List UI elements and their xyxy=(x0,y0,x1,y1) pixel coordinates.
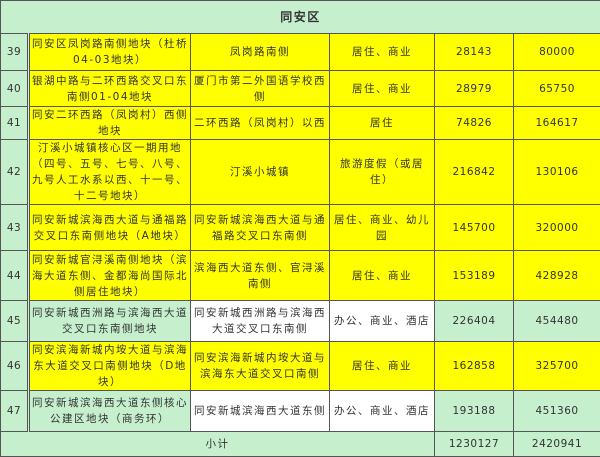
cell-area: 193188 xyxy=(435,391,514,432)
cell-use: 旅游度假（或居住） xyxy=(330,140,435,205)
cell-value: 65750 xyxy=(514,71,600,107)
cell-use: 办公、商业、酒店 xyxy=(330,391,435,432)
cell-area: 28979 xyxy=(435,71,514,107)
cell-no: 47 xyxy=(1,391,29,432)
cell-use: 居住 xyxy=(330,107,435,140)
cell-location: 汀溪小城镇 xyxy=(191,140,330,205)
subtotal-area: 1230127 xyxy=(435,432,514,457)
cell-use: 居住、商业 xyxy=(330,251,435,301)
subtotal-label: 小计 xyxy=(1,432,435,457)
cell-location: 二环西路（凤岗村）以西 xyxy=(191,107,330,140)
cell-area: 153189 xyxy=(435,251,514,301)
cell-location: 同安滨海新城内垵大道与滨海东大道交叉口南侧 xyxy=(191,342,330,391)
cell-value: 451360 xyxy=(514,391,600,432)
cell-value: 80000 xyxy=(514,34,600,71)
cell-use: 办公、商业、酒店 xyxy=(330,301,435,342)
cell-value: 454480 xyxy=(514,301,600,342)
cell-area: 162858 xyxy=(435,342,514,391)
cell-location: 滨海西大道东侧、官浔溪南侧 xyxy=(191,251,330,301)
cell-value: 325700 xyxy=(514,342,600,391)
cell-location: 同安新城西洲路与滨海西大道交叉口东南侧 xyxy=(191,301,330,342)
cell-use: 居住、商业、幼儿园 xyxy=(330,205,435,251)
cell-no: 43 xyxy=(1,205,29,251)
cell-value: 428928 xyxy=(514,251,600,301)
cell-location: 厦门市第二外国语学校西侧 xyxy=(191,71,330,107)
cell-value: 130106 xyxy=(514,140,600,205)
cell-no: 45 xyxy=(1,301,29,342)
district-header-row: 同安区 xyxy=(1,1,600,34)
cell-use: 居住、商业 xyxy=(330,342,435,391)
cell-name: 同安新城官浔溪南侧地块（滨海大道东侧、金都海尚国际北侧居住地块） xyxy=(29,251,191,301)
cell-no: 42 xyxy=(1,140,29,205)
cell-name: 汀溪小城镇核心区一期用地（四号、五号、七号、八号、九号人工水系以西、十一号、十二… xyxy=(29,140,191,205)
cell-value: 164617 xyxy=(514,107,600,140)
cell-name: 同安新城滨海西大道东侧核心公建区地块（商务环） xyxy=(29,391,191,432)
cell-use: 居住、商业 xyxy=(330,71,435,107)
cell-no: 40 xyxy=(1,71,29,107)
cell-name: 同安新城西洲路与滨海西大道交叉口东南侧地块 xyxy=(29,301,191,342)
cell-location: 同安新城滨海西大道东侧 xyxy=(191,391,330,432)
cell-name: 银湖中路与二环西路交叉口东南侧01-04地块 xyxy=(29,71,191,107)
cell-area: 226404 xyxy=(435,301,514,342)
cell-name: 同安新城滨海西大道与通福路交叉口东南侧地块（A地块） xyxy=(29,205,191,251)
district-title: 同安区 xyxy=(1,1,600,34)
cell-value: 320000 xyxy=(514,205,600,251)
cell-area: 145700 xyxy=(435,205,514,251)
cell-name: 同安二环西路（凤岗村）西侧地块 xyxy=(29,107,191,140)
cell-area: 216842 xyxy=(435,140,514,205)
cell-location: 同安新城滨海西大道与通福路交叉口东南侧 xyxy=(191,205,330,251)
subtotal-value: 2420941 xyxy=(514,432,600,457)
cell-use: 居住、商业 xyxy=(330,34,435,71)
cell-name: 同安滨海新城内垵大道与滨海东大道交叉口南侧地块（D地块） xyxy=(29,342,191,391)
cell-area: 28143 xyxy=(435,34,514,71)
cell-no: 39 xyxy=(1,34,29,71)
cell-no: 44 xyxy=(1,251,29,301)
cell-no: 41 xyxy=(1,107,29,140)
cell-no: 46 xyxy=(1,342,29,391)
cell-area: 74826 xyxy=(435,107,514,140)
cell-location: 凤岗路南侧 xyxy=(191,34,330,71)
cell-name: 同安区凤岗路南侧地块（杜桥04-03地块） xyxy=(29,34,191,71)
subtotal-row: 小计 1230127 2420941 xyxy=(1,432,600,457)
